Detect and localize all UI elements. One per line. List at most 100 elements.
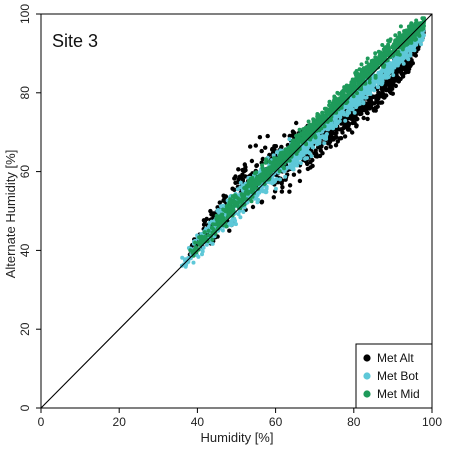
data-point [378, 74, 382, 79]
y-tick-label: 60 [18, 165, 32, 179]
data-point [327, 140, 332, 145]
data-point [314, 120, 319, 125]
data-point [261, 168, 266, 173]
data-point [414, 18, 419, 23]
data-point [287, 189, 292, 194]
data-point [347, 92, 352, 96]
data-point [400, 42, 405, 47]
data-point [372, 61, 376, 66]
data-point [304, 142, 309, 147]
data-point [248, 189, 253, 194]
data-point [382, 86, 388, 91]
data-point [265, 133, 270, 139]
data-point [365, 56, 370, 61]
x-tick-label: 80 [347, 415, 361, 429]
data-point [413, 37, 417, 42]
data-point [271, 166, 276, 171]
one-to-one-line [40, 13, 433, 409]
data-point [223, 209, 228, 214]
x-tick-label: 60 [269, 415, 283, 429]
data-point [320, 151, 325, 156]
data-point [243, 168, 248, 173]
data-point [373, 51, 378, 56]
data-point [351, 87, 356, 92]
data-point [298, 161, 303, 166]
data-point [253, 143, 258, 148]
data-point [263, 145, 268, 150]
data-point [263, 160, 268, 165]
data-point [211, 222, 215, 227]
data-point [398, 66, 403, 71]
x-tick-label: 100 [422, 415, 442, 429]
data-point [297, 127, 302, 132]
data-point [383, 80, 388, 85]
data-point [344, 83, 349, 88]
data-point [234, 222, 238, 227]
data-point [354, 105, 359, 110]
data-point [200, 252, 204, 257]
data-point [300, 138, 305, 143]
data-point [375, 62, 380, 67]
data-point [224, 204, 229, 209]
data-point [302, 146, 307, 151]
data-point [355, 91, 359, 96]
legend-marker [363, 372, 371, 380]
data-point [210, 237, 215, 242]
data-point [392, 65, 397, 70]
data-point [350, 115, 355, 120]
data-point [210, 241, 215, 246]
y-axis-title: Alternate Humidity [%] [3, 150, 18, 279]
data-point [278, 160, 283, 164]
data-point [233, 180, 238, 185]
data-point [340, 130, 345, 135]
data-point [369, 102, 374, 107]
data-point [243, 197, 248, 202]
data-point [263, 175, 268, 180]
data-point [260, 173, 265, 177]
data-point [273, 186, 278, 191]
data-point [343, 93, 348, 98]
data-point [408, 40, 413, 45]
data-point [248, 144, 253, 149]
data-point [387, 39, 392, 44]
data-point [334, 130, 339, 136]
data-point [259, 199, 265, 204]
series-met-mid [188, 16, 427, 258]
data-point [313, 138, 317, 143]
data-point [209, 225, 214, 230]
data-point [332, 94, 337, 99]
data-point [320, 110, 325, 115]
data-point [414, 42, 419, 47]
data-point [274, 156, 279, 161]
data-point [375, 84, 380, 89]
data-point [220, 212, 225, 217]
data-point [230, 186, 235, 191]
data-point [227, 200, 232, 205]
data-point [342, 86, 347, 91]
data-point [322, 136, 327, 141]
data-point [313, 135, 318, 140]
data-point [257, 135, 263, 140]
data-point [310, 163, 315, 169]
data-point [365, 72, 370, 77]
data-point [295, 138, 300, 143]
data-point [349, 82, 354, 87]
data-point [254, 170, 259, 175]
data-point [383, 71, 388, 76]
data-point [371, 81, 376, 86]
data-point [311, 117, 316, 122]
data-point [260, 163, 265, 168]
data-point [354, 117, 359, 122]
data-point [258, 177, 262, 182]
data-point [408, 47, 413, 52]
data-point [206, 228, 211, 233]
data-point [333, 135, 338, 140]
data-point [291, 146, 296, 151]
data-point [327, 110, 332, 115]
data-point [240, 194, 245, 199]
data-point [404, 49, 409, 54]
data-point [305, 156, 310, 161]
data-point [236, 177, 241, 182]
data-point [406, 24, 411, 29]
